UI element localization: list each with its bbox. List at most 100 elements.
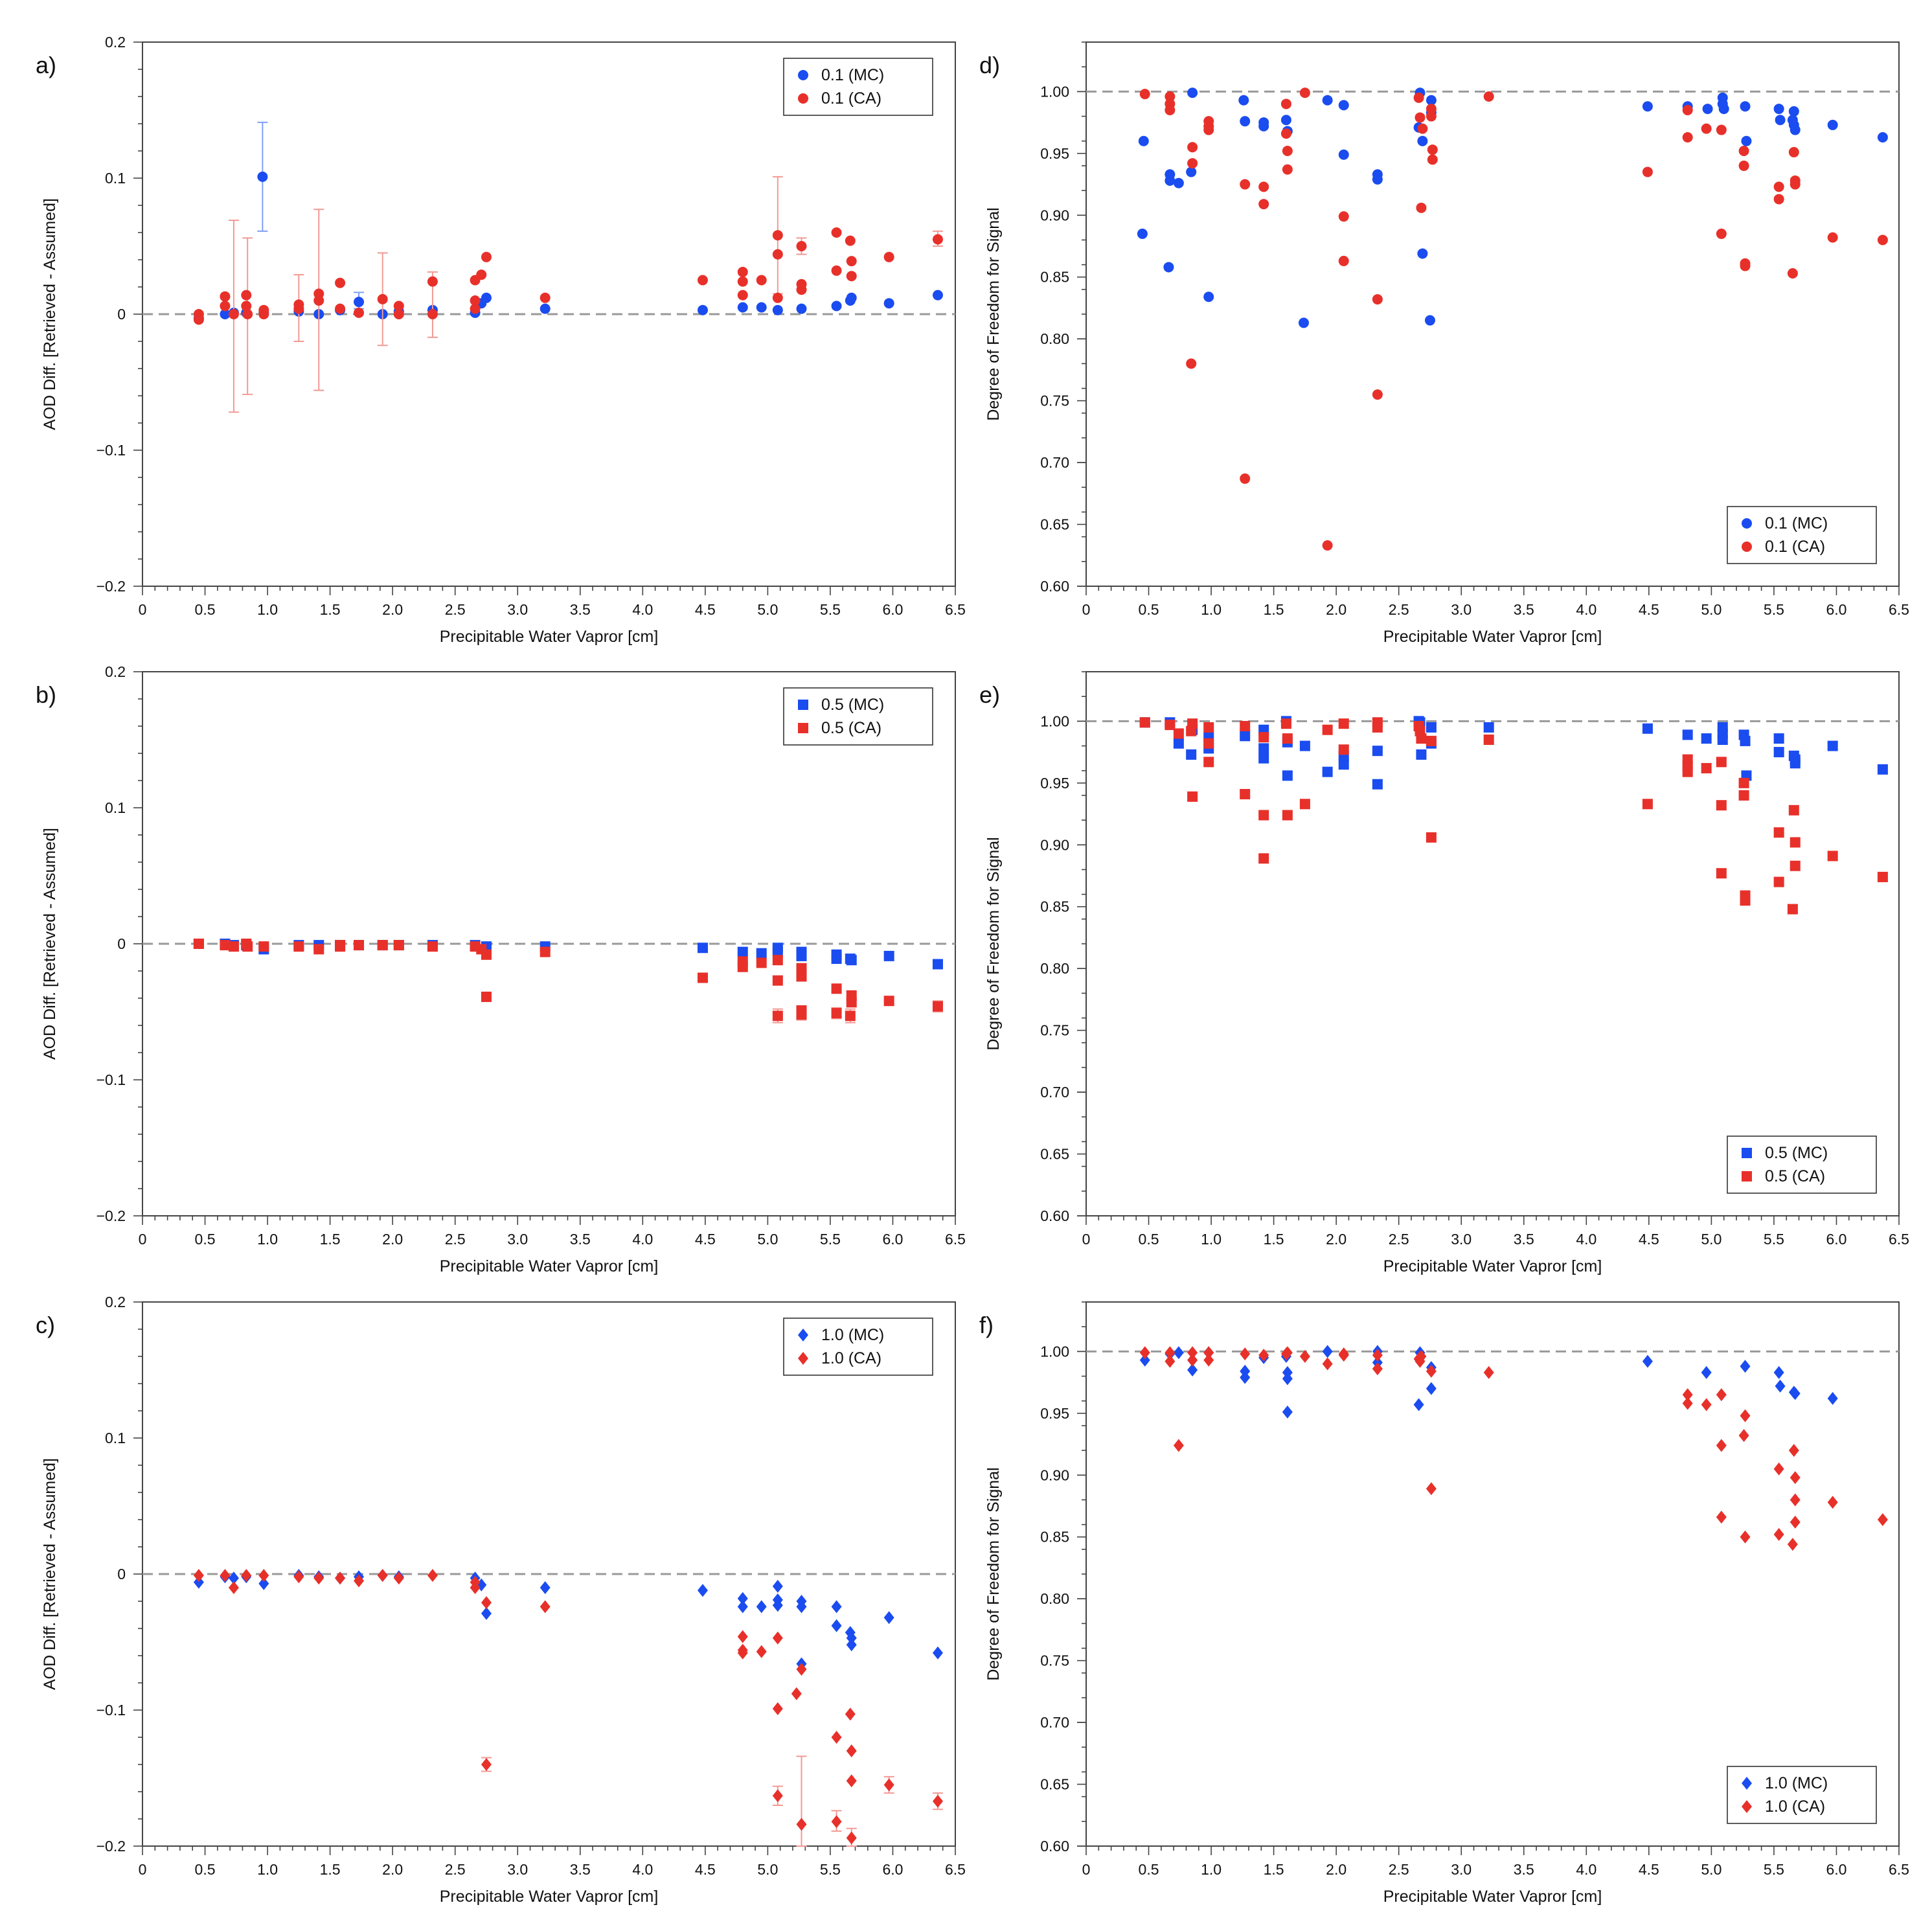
data-point-mc	[1773, 104, 1784, 115]
y-tick-label: 0.1	[105, 170, 126, 187]
x-axis-label: Precipitable Water Vapror [cm]	[1383, 1257, 1602, 1275]
data-point-mc	[1258, 753, 1269, 764]
x-tick-label: 3.0	[1451, 1231, 1472, 1248]
x-tick-label: 0.5	[1139, 1861, 1159, 1878]
data-point-ca	[1738, 1429, 1749, 1443]
data-point-ca	[1877, 871, 1888, 882]
data-point-ca	[756, 275, 767, 286]
data-point-ca	[1338, 1347, 1349, 1361]
data-point-ca	[377, 940, 388, 951]
y-tick-label: 0.80	[1040, 1590, 1069, 1607]
data-point-mc	[1338, 149, 1349, 160]
data-point-mc	[481, 292, 492, 303]
data-point-ca	[193, 939, 204, 949]
data-point-ca	[1426, 111, 1437, 122]
data-point-ca	[796, 963, 807, 974]
x-tick-label: 1.5	[320, 601, 341, 618]
data-point-mc	[883, 1611, 894, 1625]
data-point-mc	[540, 1581, 551, 1594]
data-point-ca	[393, 1571, 404, 1585]
data-point-ca	[1299, 87, 1310, 98]
data-point-mc	[831, 953, 842, 965]
data-point-ca	[846, 997, 857, 1008]
data-point-ca	[1416, 733, 1427, 744]
legend: 0.1 (MC) 0.1 (CA)	[1727, 506, 1877, 564]
y-axis-label: Degree of Freedom for Signal	[984, 207, 1003, 420]
data-point-ca	[1483, 1365, 1494, 1379]
data-point-mc	[1186, 749, 1197, 760]
x-tick-label: 1.5	[1264, 1861, 1284, 1878]
data-point-ca	[1787, 904, 1798, 915]
x-tick-label: 0	[1082, 1231, 1091, 1248]
data-point-ca	[481, 1596, 492, 1610]
x-tick-label: 1.5	[1264, 601, 1284, 618]
data-point-ca	[258, 1569, 269, 1582]
panel-d: d) 0 0.5 1.0 1.5 2.0 2.5 3.0 3.5 4.0 4.5 5.0 5.5 6.0 6…	[979, 41, 1909, 646]
data-point-ca	[772, 292, 783, 303]
legend-label: 0.5 (MC)	[821, 696, 884, 714]
data-point-mc	[831, 301, 842, 312]
data-point-ca	[1740, 1409, 1751, 1422]
data-point-ca	[1790, 1493, 1801, 1507]
data-point-ca	[1701, 762, 1712, 773]
x-tick-label: 3.0	[507, 601, 528, 618]
y-tick-label: 0.75	[1040, 393, 1069, 409]
x-tick-label: 6.5	[1889, 1231, 1909, 1248]
data-point-ca	[1258, 181, 1269, 192]
data-point-mc	[1416, 749, 1427, 760]
data-point-mc	[1338, 100, 1349, 111]
data-point-ca	[791, 1687, 802, 1700]
data-point-ca	[1258, 732, 1269, 743]
data-point-ca	[1416, 1350, 1427, 1363]
data-point-ca	[1426, 1482, 1437, 1496]
panel-letter: f)	[979, 1312, 994, 1338]
data-point-ca	[1240, 1347, 1251, 1361]
data-point-ca	[846, 1774, 857, 1788]
data-point-ca	[831, 1815, 842, 1829]
data-point-ca	[241, 301, 252, 312]
data-point-ca	[1203, 124, 1214, 135]
x-tick-label: 6.0	[882, 1861, 903, 1878]
data-point-mc	[1740, 1360, 1751, 1373]
data-point-ca	[1483, 735, 1494, 745]
panel-f: f) 0 0.5 1.0 1.5 2.0 2.5 3.0 3.5 4.0 4.5 5.0 5.5 6.0 6…	[979, 1301, 1909, 1906]
data-point-mc	[1282, 1405, 1293, 1419]
data-point-mc	[1240, 116, 1251, 127]
panel-a: a) 0 0.5 1.0 1.5 2.0 2.5 3.0 3.5 4.0 4.5 5.0 5.5 6.0 6…	[36, 34, 966, 646]
data-point-mc	[1775, 115, 1786, 126]
data-point-mc	[193, 1575, 204, 1589]
data-point-mc	[1238, 95, 1249, 106]
data-point-ca	[293, 941, 304, 952]
data-point-ca	[1240, 179, 1251, 190]
data-point-ca	[1773, 827, 1784, 838]
y-tick-label: 0	[117, 935, 126, 952]
data-point-mc	[772, 304, 783, 315]
data-point-ca	[1827, 1496, 1838, 1509]
data-point-mc	[1186, 166, 1197, 177]
data-point-ca	[1187, 791, 1198, 802]
data-point-mc	[1372, 746, 1383, 757]
y-tick-label: −0.1	[97, 1702, 126, 1718]
data-point-ca	[1165, 720, 1176, 731]
data-point-mc	[1240, 1371, 1251, 1384]
data-point-ca	[481, 991, 492, 1002]
data-point-ca	[241, 1569, 252, 1582]
data-point-ca	[772, 975, 783, 986]
data-point-ca	[335, 941, 346, 952]
data-point-ca	[1187, 1353, 1198, 1367]
y-tick-label: 0.70	[1040, 1714, 1069, 1731]
data-point-mc	[1203, 291, 1214, 303]
data-point-mc	[1165, 175, 1176, 186]
data-point-ca	[1240, 721, 1251, 731]
data-point-ca	[1788, 805, 1799, 816]
data-point-ca	[1203, 1346, 1214, 1360]
series-ca	[1139, 717, 1888, 915]
data-point-mc	[1173, 177, 1184, 188]
data-point-mc	[1717, 735, 1728, 745]
data-point-mc	[1417, 248, 1428, 259]
y-tick-label: 1.00	[1040, 1343, 1069, 1360]
legend: 0.5 (MC) 0.5 (CA)	[783, 687, 933, 746]
x-tick-label: 4.5	[695, 1861, 716, 1878]
data-point-mc	[932, 1646, 943, 1660]
